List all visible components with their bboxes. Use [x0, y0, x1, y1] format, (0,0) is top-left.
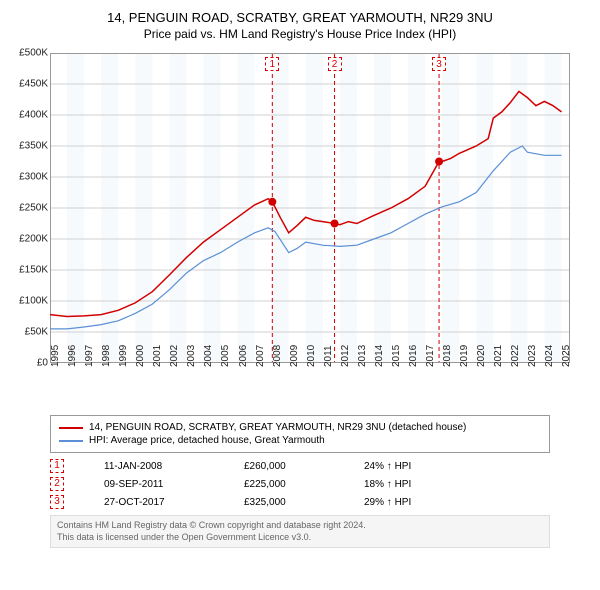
x-tick-label: 2025	[561, 345, 600, 367]
chart-svg	[50, 53, 570, 363]
event-row: 3 27-OCT-2017 £325,000 29% ↑ HPI	[50, 495, 550, 509]
y-tick-label: £250K	[10, 203, 48, 214]
legend-label-hpi: HPI: Average price, detached house, Grea…	[89, 435, 325, 446]
event-diff: 24% ↑ HPI	[364, 461, 464, 472]
y-tick-label: £450K	[10, 79, 48, 90]
event-row: 2 09-SEP-2011 £225,000 18% ↑ HPI	[50, 477, 550, 491]
y-tick-label: £350K	[10, 141, 48, 152]
legend-item-property: 14, PENGUIN ROAD, SCRATBY, GREAT YARMOUT…	[59, 422, 541, 433]
legend-label-property: 14, PENGUIN ROAD, SCRATBY, GREAT YARMOUT…	[89, 422, 466, 433]
chart-title-address: 14, PENGUIN ROAD, SCRATBY, GREAT YARMOUT…	[10, 10, 590, 25]
event-price: £325,000	[244, 497, 324, 508]
event-marker-icon: 1	[50, 459, 64, 473]
footnote-line1: Contains HM Land Registry data © Crown c…	[57, 520, 543, 532]
y-tick-label: £400K	[10, 110, 48, 121]
event-marker-icon: 3	[50, 495, 64, 509]
event-date: 09-SEP-2011	[104, 479, 204, 490]
event-diff: 18% ↑ HPI	[364, 479, 464, 490]
events-table: 1 11-JAN-2008 £260,000 24% ↑ HPI 2 09-SEP-201…	[50, 459, 550, 509]
event-date: 27-OCT-2017	[104, 497, 204, 508]
event-price: £225,000	[244, 479, 324, 490]
event-diff: 29% ↑ HPI	[364, 497, 464, 508]
y-tick-label: £100K	[10, 296, 48, 307]
legend-swatch-hpi	[59, 440, 83, 442]
event-date: 11-JAN-2008	[104, 461, 204, 472]
y-tick-label: £200K	[10, 234, 48, 245]
event-price: £260,000	[244, 461, 324, 472]
legend: 14, PENGUIN ROAD, SCRATBY, GREAT YARMOUT…	[50, 415, 550, 453]
event-row: 1 11-JAN-2008 £260,000 24% ↑ HPI	[50, 459, 550, 473]
legend-swatch-property	[59, 427, 83, 429]
chart-subtitle: Price paid vs. HM Land Registry's House …	[10, 27, 590, 41]
y-tick-label: £50K	[10, 327, 48, 338]
event-marker-icon: 2	[50, 477, 64, 491]
y-tick-label: £300K	[10, 172, 48, 183]
y-tick-label: £0	[10, 358, 48, 369]
footnote: Contains HM Land Registry data © Crown c…	[50, 515, 550, 548]
legend-item-hpi: HPI: Average price, detached house, Grea…	[59, 435, 541, 446]
footnote-line2: This data is licensed under the Open Gov…	[57, 532, 543, 544]
y-tick-label: £150K	[10, 265, 48, 276]
chart-area: £0 £50K £100K £150K £200K £250K £300K £350K £400…	[10, 49, 590, 409]
y-tick-label: £500K	[10, 48, 48, 59]
